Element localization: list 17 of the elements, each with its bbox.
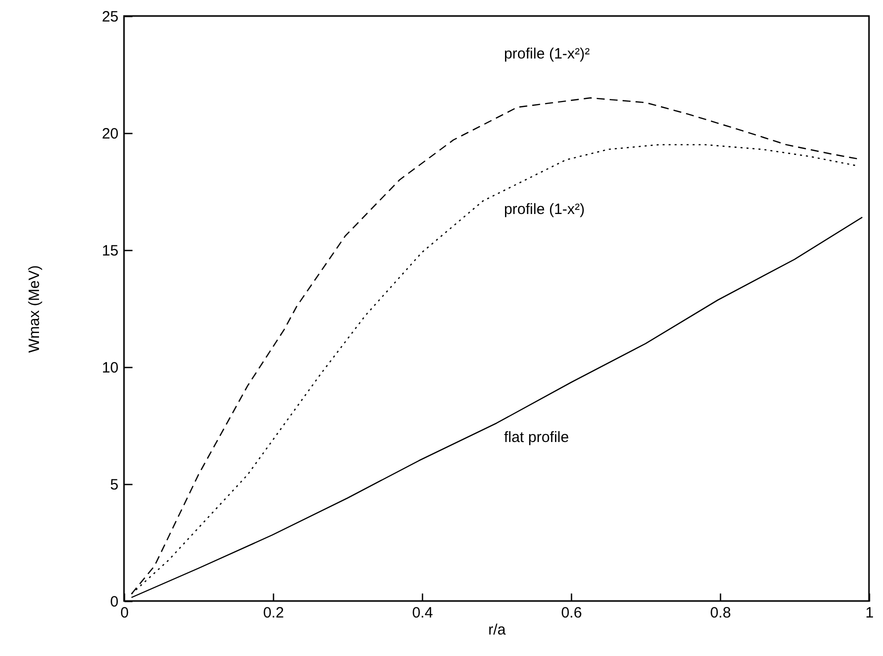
y-tick-label: 10 xyxy=(102,360,118,376)
annotation: profile (1-x²) xyxy=(504,201,585,218)
y-axis-title: Wmax (MeV) xyxy=(26,265,43,353)
y-tick-label: 5 xyxy=(110,476,118,494)
x-tick-label: 0.2 xyxy=(263,604,284,622)
x-axis-title: r/a xyxy=(488,622,506,638)
y-tick-label: 15 xyxy=(102,242,118,260)
y-tick-label: 25 xyxy=(102,8,118,26)
line-series xyxy=(130,216,863,598)
y-tick-label: 20 xyxy=(102,126,118,142)
annotation: flat profile xyxy=(504,429,569,446)
annotation: profile (1-x²)² xyxy=(504,45,590,62)
y-tick-label: 0 xyxy=(110,594,118,610)
x-tick-label: 0.8 xyxy=(710,604,731,622)
x-tick-label: 0.6 xyxy=(561,604,582,622)
x-tick-label: 1 xyxy=(865,604,874,622)
x-tick-label: 0.4 xyxy=(412,604,433,622)
